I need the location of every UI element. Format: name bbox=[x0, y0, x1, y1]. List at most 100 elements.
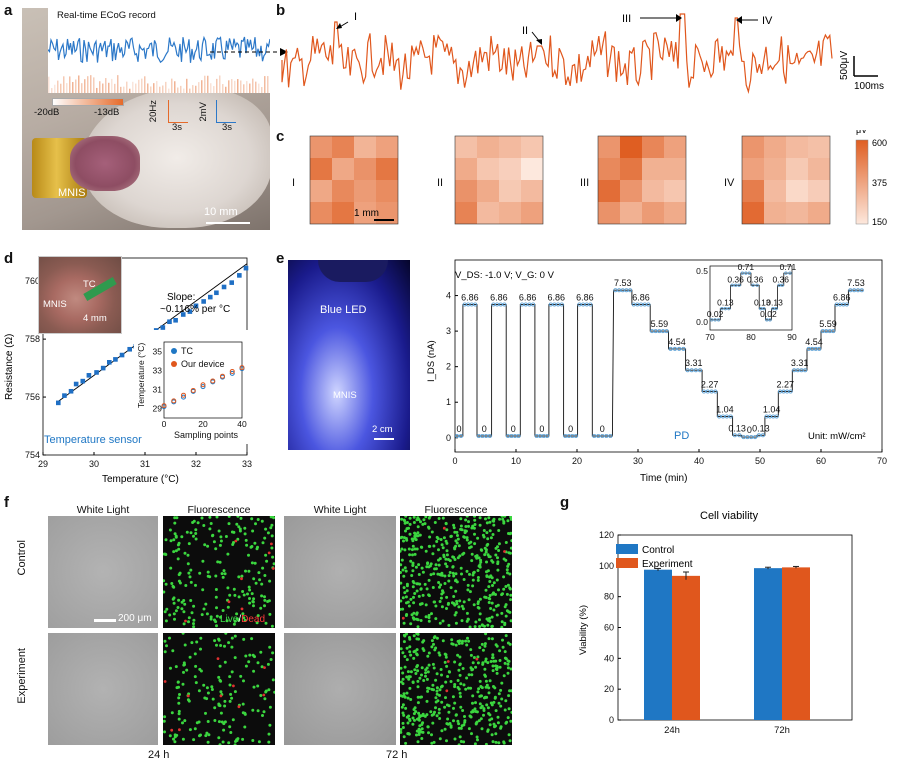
live-cell bbox=[405, 601, 408, 605]
live-cell bbox=[440, 543, 444, 547]
spectrogram-band bbox=[153, 83, 155, 93]
live-cell bbox=[415, 589, 419, 593]
g-ytick-label: 80 bbox=[604, 592, 614, 602]
mv-label: 2mV bbox=[198, 102, 209, 122]
spectrogram-band bbox=[168, 88, 170, 93]
dead-cell bbox=[216, 657, 220, 660]
live-cell bbox=[471, 701, 474, 705]
d-data-point bbox=[214, 290, 219, 296]
live-cell bbox=[444, 562, 448, 566]
live-cell bbox=[467, 598, 471, 602]
live-cell bbox=[471, 667, 475, 671]
live-cell bbox=[266, 600, 270, 603]
live-cell bbox=[410, 613, 414, 617]
e-data-point bbox=[548, 302, 553, 307]
live-cell bbox=[268, 579, 272, 583]
live-cell bbox=[199, 636, 203, 640]
e-data-point bbox=[592, 433, 597, 438]
live-cell bbox=[503, 708, 507, 712]
live-cell bbox=[400, 558, 404, 562]
dead-cell bbox=[240, 607, 244, 611]
col-white-24: White Light bbox=[76, 504, 130, 516]
live-cell bbox=[412, 650, 416, 654]
live-cell bbox=[251, 529, 255, 533]
live-cell bbox=[485, 617, 489, 621]
live-cell bbox=[268, 612, 272, 616]
live-cell bbox=[221, 740, 225, 744]
e-data-point bbox=[844, 302, 849, 307]
live-cell bbox=[218, 543, 222, 547]
e-data-point bbox=[473, 302, 478, 307]
live-cell bbox=[403, 591, 407, 595]
live-cell bbox=[459, 682, 463, 686]
live-cell bbox=[263, 697, 267, 701]
live-cell bbox=[500, 620, 504, 624]
live-cell bbox=[495, 668, 499, 671]
e-inset-point bbox=[737, 283, 741, 287]
live-cell bbox=[181, 633, 185, 635]
live-cell bbox=[485, 521, 489, 525]
g-ytick-label: 40 bbox=[604, 653, 614, 663]
live-cell bbox=[500, 611, 504, 615]
live-cell bbox=[503, 661, 507, 665]
live-cell bbox=[413, 592, 417, 595]
spectrogram-band bbox=[192, 85, 194, 93]
live-cell bbox=[472, 526, 476, 530]
e-step-label: 6.86 bbox=[461, 292, 479, 302]
d-xtick-label: 30 bbox=[89, 459, 99, 469]
live-cell bbox=[458, 735, 462, 739]
e-data-point bbox=[624, 288, 629, 293]
live-cell bbox=[435, 636, 439, 640]
live-cell bbox=[508, 610, 512, 614]
live-cell bbox=[408, 636, 411, 639]
live-cell bbox=[506, 666, 510, 670]
live-cell bbox=[449, 680, 453, 683]
live-cell bbox=[164, 619, 168, 623]
live-cell bbox=[223, 660, 227, 664]
e-data-point bbox=[859, 288, 864, 293]
live-cell bbox=[209, 617, 213, 621]
heatmap-3-cell bbox=[664, 158, 686, 180]
live-cell bbox=[193, 727, 197, 731]
live-cell bbox=[439, 538, 443, 541]
tc-label-photo: TC bbox=[83, 279, 96, 290]
live-cell bbox=[432, 600, 436, 604]
e-data-point bbox=[581, 302, 586, 307]
live-cell bbox=[420, 566, 424, 570]
live-cell bbox=[270, 624, 274, 628]
live-cell bbox=[416, 534, 420, 538]
live-cell bbox=[260, 594, 264, 598]
live-cell bbox=[483, 595, 487, 599]
heatmap-3-cell bbox=[642, 202, 664, 224]
live-cell bbox=[425, 713, 429, 717]
dead-cell bbox=[270, 542, 273, 546]
e-data-point bbox=[672, 346, 677, 351]
live-cell bbox=[454, 572, 458, 576]
slope-line-2: ~0.116% per °C bbox=[160, 304, 230, 315]
live-cell bbox=[502, 587, 506, 591]
e-inset-point bbox=[780, 283, 784, 287]
live-cell bbox=[487, 686, 491, 690]
live-cell bbox=[491, 592, 495, 596]
live-cell bbox=[169, 666, 172, 670]
heatmap-3-cell bbox=[620, 136, 642, 158]
mnis-label-d: MNIS bbox=[43, 299, 67, 310]
live-cell bbox=[504, 603, 508, 607]
live-cell bbox=[246, 592, 249, 596]
dead-cell bbox=[240, 577, 243, 581]
live-cell bbox=[404, 741, 408, 745]
live-cell bbox=[504, 614, 508, 618]
live-cell bbox=[444, 680, 448, 684]
live-cell bbox=[509, 667, 512, 671]
spectrogram-band bbox=[216, 78, 218, 93]
live-cell bbox=[506, 662, 510, 666]
live-cell bbox=[491, 653, 495, 657]
d-inset-point-device bbox=[229, 368, 235, 374]
live-cell bbox=[464, 525, 468, 528]
slope-line-1: Slope: bbox=[167, 292, 195, 303]
e-inset-point bbox=[713, 318, 717, 322]
live-cell bbox=[473, 742, 477, 745]
heatmap-4-cell bbox=[808, 180, 830, 202]
live-cell bbox=[480, 686, 484, 690]
